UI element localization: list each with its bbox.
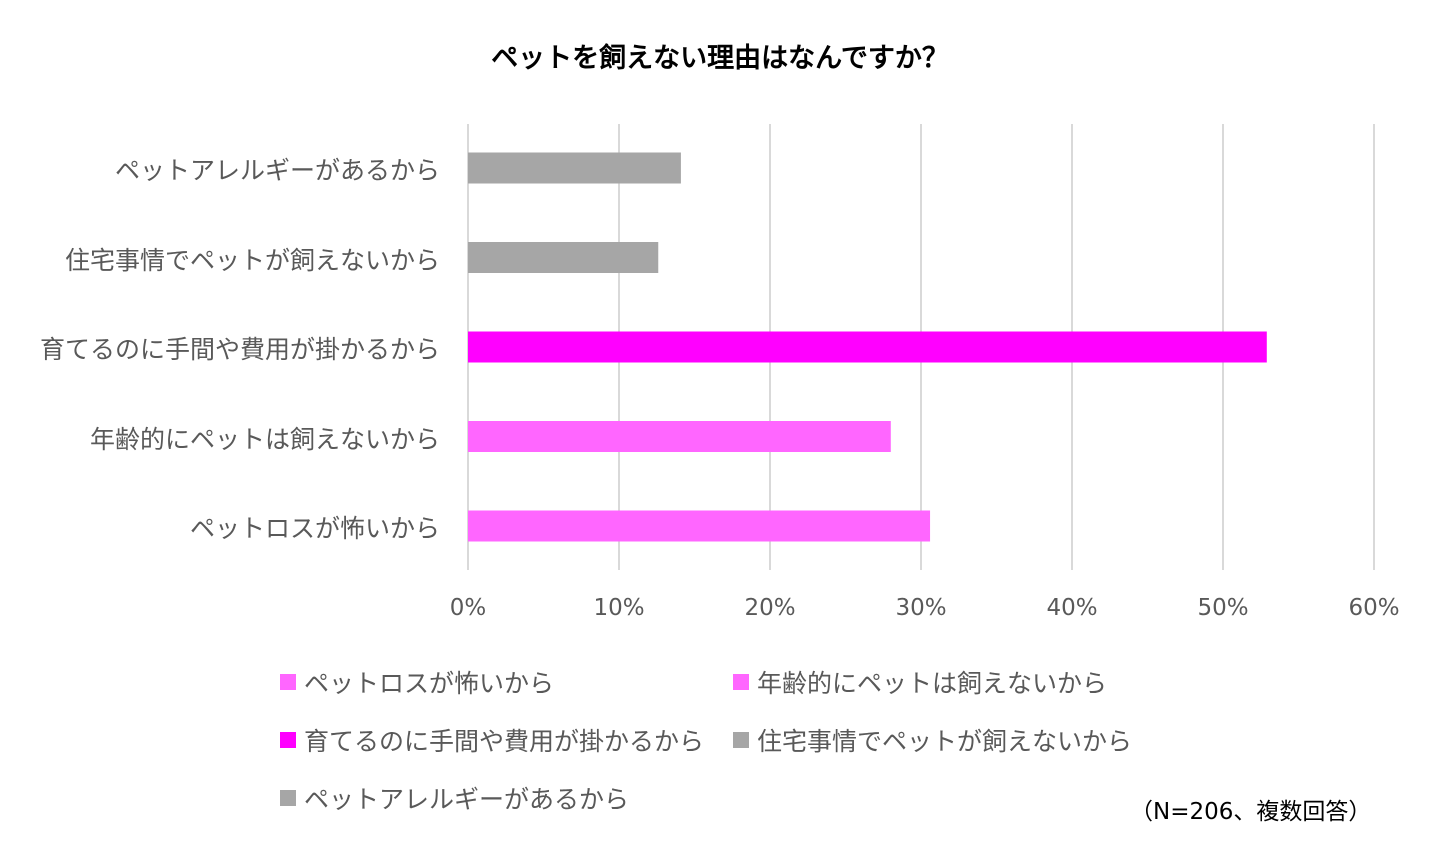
category-label: 年齢的にペットは飼えないから — [89, 424, 440, 454]
x-tick-label: 60% — [1348, 595, 1400, 621]
bar — [468, 510, 931, 542]
sample-note: （N=206、複数回答） — [1130, 799, 1372, 825]
x-tick-label: 40% — [1046, 595, 1098, 621]
bar — [468, 242, 659, 273]
legend-swatch — [733, 674, 749, 690]
legend-item: 育てるのに手間や費用が掛かるから — [280, 722, 704, 758]
bar — [468, 421, 891, 452]
legend-swatch — [280, 674, 296, 690]
legend-swatch — [733, 732, 749, 748]
category-label: 育てるのに手間や費用が掛かるから — [39, 335, 440, 364]
legend-label: 年齢的にペットは飼えないから — [757, 669, 1108, 698]
bar — [468, 331, 1267, 363]
legend-item: 住宅事情でペットが飼えないから — [733, 722, 1132, 758]
category-label: ペットロスが怖いから — [189, 514, 440, 543]
chart-title: ペットを飼えない理由はなんですか？ — [491, 43, 949, 74]
x-tick-label: 20% — [744, 595, 796, 621]
legend-swatch — [280, 732, 296, 748]
legend-item: 年齢的にペットは飼えないから — [733, 664, 1107, 700]
category-label: ペットアレルギーがあるから — [114, 156, 440, 185]
legend-swatch — [280, 790, 296, 806]
legend-item: ペットアレルギーがあるから — [280, 780, 629, 816]
legend-label: ペットアレルギーがあるから — [304, 785, 630, 814]
x-tick-label: 10% — [593, 595, 645, 621]
x-tick-label: 30% — [895, 595, 947, 621]
x-tick-label: 0% — [449, 595, 487, 621]
legend-label: 育てるのに手間や費用が掛かるから — [304, 727, 705, 756]
bar — [468, 152, 681, 184]
legend-label: 住宅事情でペットが飼えないから — [757, 727, 1133, 756]
x-tick-label: 50% — [1197, 595, 1249, 621]
legend-label: ペットロスが怖いから — [304, 669, 555, 698]
legend-item: ペットロスが怖いから — [280, 664, 554, 700]
category-label: 住宅事情でペットが飼えないから — [64, 245, 440, 275]
